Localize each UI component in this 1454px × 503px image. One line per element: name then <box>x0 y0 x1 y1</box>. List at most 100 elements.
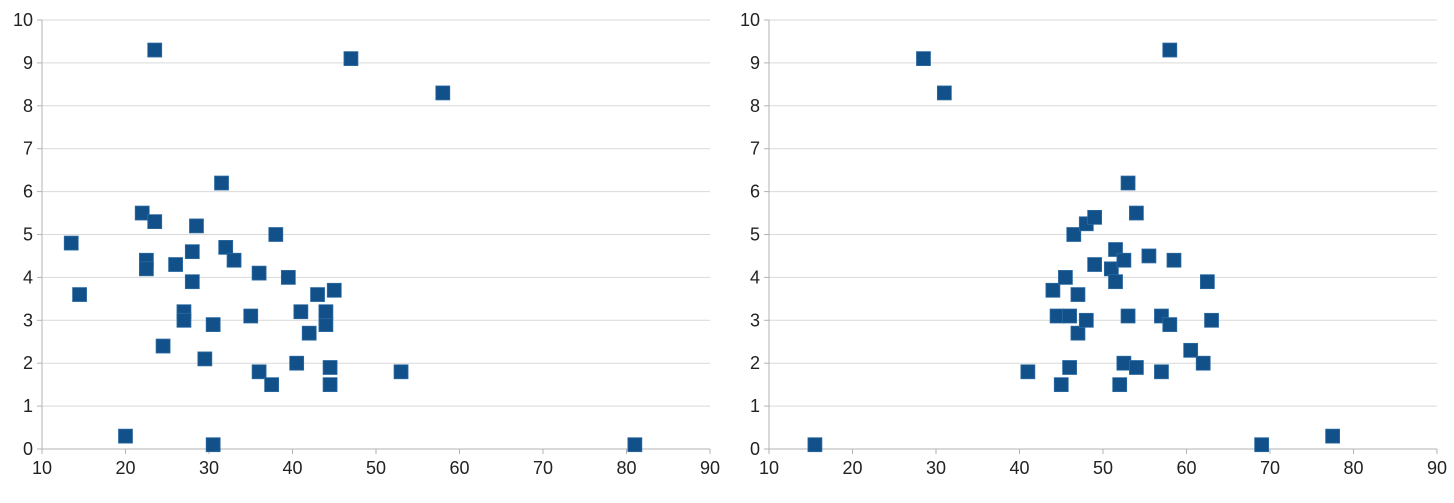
x-axis-tick-label: 70 <box>1260 458 1280 478</box>
y-axis-tick-label: 6 <box>750 182 760 202</box>
data-point <box>1066 227 1082 242</box>
data-point <box>139 261 154 277</box>
data-point <box>118 428 133 444</box>
x-axis-tick-label: 90 <box>700 458 720 478</box>
data-point <box>1162 317 1178 332</box>
y-axis-tick-label: 7 <box>750 139 760 159</box>
data-point <box>1120 308 1136 324</box>
data-point <box>310 287 325 302</box>
data-point <box>205 317 221 332</box>
data-point <box>63 235 79 251</box>
x-axis-tick-label: 40 <box>282 458 302 478</box>
x-axis-tick-label: 60 <box>449 458 469 478</box>
y-axis-tick-label: 3 <box>750 310 760 330</box>
data-point <box>280 270 296 285</box>
y-axis-tick-label: 6 <box>23 182 33 202</box>
data-point <box>1129 360 1144 375</box>
y-axis-tick-label: 2 <box>23 353 33 373</box>
y-axis-tick-label: 9 <box>750 53 760 73</box>
data-point <box>1103 261 1119 277</box>
data-point <box>1162 42 1178 58</box>
y-axis-tick-label: 5 <box>750 225 760 245</box>
x-axis-tick-label: 10 <box>32 458 52 478</box>
y-axis-tick-label: 1 <box>750 396 760 416</box>
data-point <box>1112 377 1128 393</box>
data-point <box>264 377 279 393</box>
data-point <box>1116 252 1132 268</box>
x-axis-tick-label: 50 <box>366 458 386 478</box>
data-point <box>1070 325 1086 341</box>
data-point <box>1129 205 1144 221</box>
data-point <box>251 265 267 281</box>
data-point <box>72 287 87 302</box>
data-point <box>1166 252 1182 268</box>
x-axis-tick-label: 50 <box>1093 458 1113 478</box>
data-point <box>1049 308 1065 324</box>
y-axis-tick-label: 9 <box>23 53 33 73</box>
y-axis-tick-label: 5 <box>23 225 33 245</box>
data-point <box>1120 175 1136 191</box>
scatter-plot-right-svg: 0 1 2 3 4 5 6 7 8 9 10 10 20 30 40 50 60 70 80 90 <box>740 10 1447 478</box>
data-point <box>147 214 163 230</box>
data-point <box>176 312 192 328</box>
x-axis-tick-label: 60 <box>1176 458 1196 478</box>
data-point <box>1062 360 1077 375</box>
data-point <box>289 355 305 371</box>
data-point <box>1325 428 1340 444</box>
data-point <box>197 351 213 367</box>
data-point <box>226 252 242 268</box>
data-point <box>326 282 342 298</box>
x-axis-tick-label: 70 <box>533 458 553 478</box>
x-axis-tick-label: 40 <box>1009 458 1029 478</box>
y-axis-tick-label: 0 <box>750 439 760 459</box>
data-point <box>1154 364 1169 380</box>
y-axis-tick-label: 8 <box>750 96 760 116</box>
data-point <box>1195 355 1211 371</box>
data-point <box>1116 355 1132 371</box>
data-point <box>205 437 221 453</box>
data-point <box>1183 342 1199 358</box>
data-point <box>318 317 334 332</box>
x-axis-tick-label: 30 <box>199 458 219 478</box>
y-axis-tick-label: 8 <box>23 96 33 116</box>
x-axis-tick-label: 80 <box>616 458 636 478</box>
scatter-chart-right: 0 1 2 3 4 5 6 7 8 9 10 10 20 30 40 50 60 70 80 90 <box>727 0 1454 503</box>
data-point <box>627 437 643 453</box>
data-point <box>243 308 259 324</box>
y-axis-tick-label: 2 <box>750 353 760 373</box>
y-axis-tick-label: 10 <box>13 10 33 30</box>
y-axis-tick-label: 4 <box>23 267 33 287</box>
data-point <box>1020 364 1036 380</box>
data-point <box>807 437 823 453</box>
data-point <box>184 244 200 260</box>
data-point <box>322 377 338 393</box>
data-point <box>1204 312 1219 328</box>
data-point <box>184 274 200 290</box>
y-axis-tick-label: 7 <box>23 139 33 159</box>
data-point <box>343 51 359 66</box>
scatter-chart-left: 0 1 2 3 4 5 6 7 8 9 10 10 20 30 40 50 60 70 80 90 <box>13 10 720 478</box>
x-axis-tick-label: 80 <box>1343 458 1363 478</box>
data-point <box>147 42 163 58</box>
x-axis-tick-label: 30 <box>926 458 946 478</box>
data-point <box>936 85 952 101</box>
data-point <box>1078 312 1094 328</box>
data-point <box>435 85 451 101</box>
data-point <box>916 51 931 66</box>
data-point <box>1087 257 1103 272</box>
data-point <box>168 257 183 272</box>
y-axis-tick-label: 0 <box>23 439 33 459</box>
y-axis-tick-label: 10 <box>740 10 760 30</box>
data-point <box>189 218 204 234</box>
y-axis-tick-label: 1 <box>23 396 33 416</box>
data-point <box>251 364 267 380</box>
data-point <box>1062 308 1077 324</box>
y-axis-tick-label: 4 <box>750 267 760 287</box>
data-point <box>268 227 284 242</box>
scatter-plot-left-svg: 0 1 2 3 4 5 6 7 8 9 10 10 20 30 40 50 60 70 80 90 <box>13 10 720 478</box>
data-point <box>301 325 317 341</box>
data-point <box>1087 209 1103 225</box>
x-axis-tick-label: 10 <box>759 458 779 478</box>
data-point <box>1045 282 1061 298</box>
